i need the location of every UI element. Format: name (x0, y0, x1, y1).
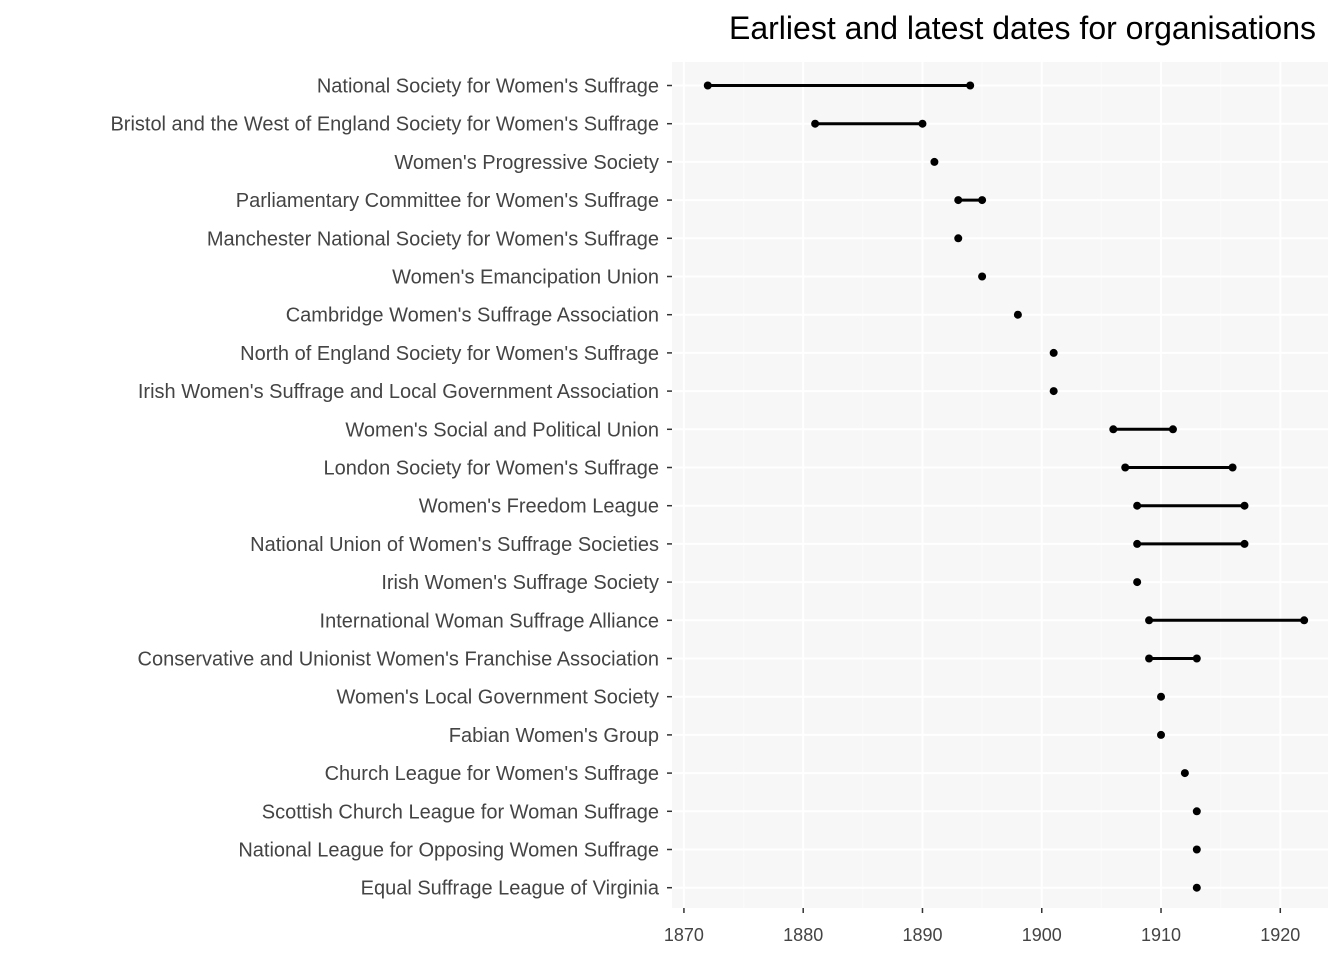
x-tick-label: 1920 (1260, 925, 1300, 945)
earliest-point (930, 157, 939, 166)
chart-title: Earliest and latest dates for organisati… (729, 10, 1316, 46)
y-tick-label: Women's Emancipation Union (392, 267, 659, 289)
earliest-point (703, 81, 712, 90)
latest-point (1192, 654, 1201, 663)
latest-point (1228, 463, 1237, 472)
earliest-point (1145, 654, 1154, 663)
earliest-point (1157, 730, 1166, 739)
earliest-point (1133, 501, 1142, 510)
latest-point (1300, 616, 1309, 625)
y-tick-label: Women's Freedom League (419, 496, 659, 518)
earliest-point (1145, 616, 1154, 625)
earliest-point (1192, 807, 1201, 816)
x-tick-label: 1890 (902, 925, 942, 945)
y-tick-label: Irish Women's Suffrage Society (381, 572, 659, 594)
earliest-point (1133, 539, 1142, 548)
y-tick-label: International Woman Suffrage Alliance (320, 610, 659, 632)
y-tick-label: Equal Suffrage League of Virginia (361, 878, 660, 900)
latest-point (918, 119, 927, 128)
y-tick-label: Scottish Church League for Woman Suffrag… (262, 801, 659, 823)
y-tick-label: National Society for Women's Suffrage (317, 76, 659, 98)
earliest-point (1192, 883, 1201, 892)
y-tick-label: National League for Opposing Women Suffr… (238, 840, 659, 862)
latest-point (966, 81, 975, 90)
x-tick-label: 1910 (1141, 925, 1181, 945)
latest-point (1240, 539, 1249, 548)
earliest-point (1180, 769, 1189, 778)
x-tick-label: 1870 (664, 925, 704, 945)
y-tick-label: Conservative and Unionist Women's Franch… (138, 649, 659, 671)
y-tick-label: Fabian Women's Group (449, 725, 659, 747)
y-tick-label: Women's Social and Political Union (345, 419, 659, 441)
plot-panel (672, 62, 1328, 908)
earliest-point (1157, 692, 1166, 701)
x-tick-label: 1900 (1022, 925, 1062, 945)
data-marks (703, 81, 1309, 892)
y-tick-label: Cambridge Women's Suffrage Association (286, 305, 659, 327)
earliest-point (1109, 425, 1118, 434)
latest-point (978, 196, 987, 205)
x-tick-label: 1880 (783, 925, 823, 945)
y-tick-label: National Union of Women's Suffrage Socie… (250, 534, 659, 556)
y-tick-label: Parliamentary Committee for Women's Suff… (236, 190, 659, 212)
earliest-point (1049, 348, 1058, 357)
earliest-point (954, 234, 963, 243)
earliest-point (1013, 310, 1022, 319)
axes: National Society for Women's Suffrage Bri… (110, 76, 1300, 946)
y-tick-label: Women's Local Government Society (337, 687, 659, 709)
earliest-point (1121, 463, 1130, 472)
y-tick-label: Women's Progressive Society (394, 152, 659, 174)
latest-point (1168, 425, 1177, 434)
y-tick-label: Manchester National Society for Women's … (207, 228, 659, 250)
y-tick-label: Bristol and the West of England Society … (110, 114, 659, 136)
y-tick-label: Irish Women's Suffrage and Local Governm… (138, 381, 659, 403)
earliest-point (954, 196, 963, 205)
earliest-point (1192, 845, 1201, 854)
earliest-point (811, 119, 820, 128)
y-tick-label: London Society for Women's Suffrage (324, 458, 660, 480)
y-tick-label: Church League for Women's Suffrage (325, 763, 659, 785)
latest-point (1240, 501, 1249, 510)
earliest-point (978, 272, 987, 281)
earliest-point (1049, 387, 1058, 396)
earliest-point (1133, 578, 1142, 587)
y-tick-label: North of England Society for Women's Suf… (240, 343, 659, 365)
